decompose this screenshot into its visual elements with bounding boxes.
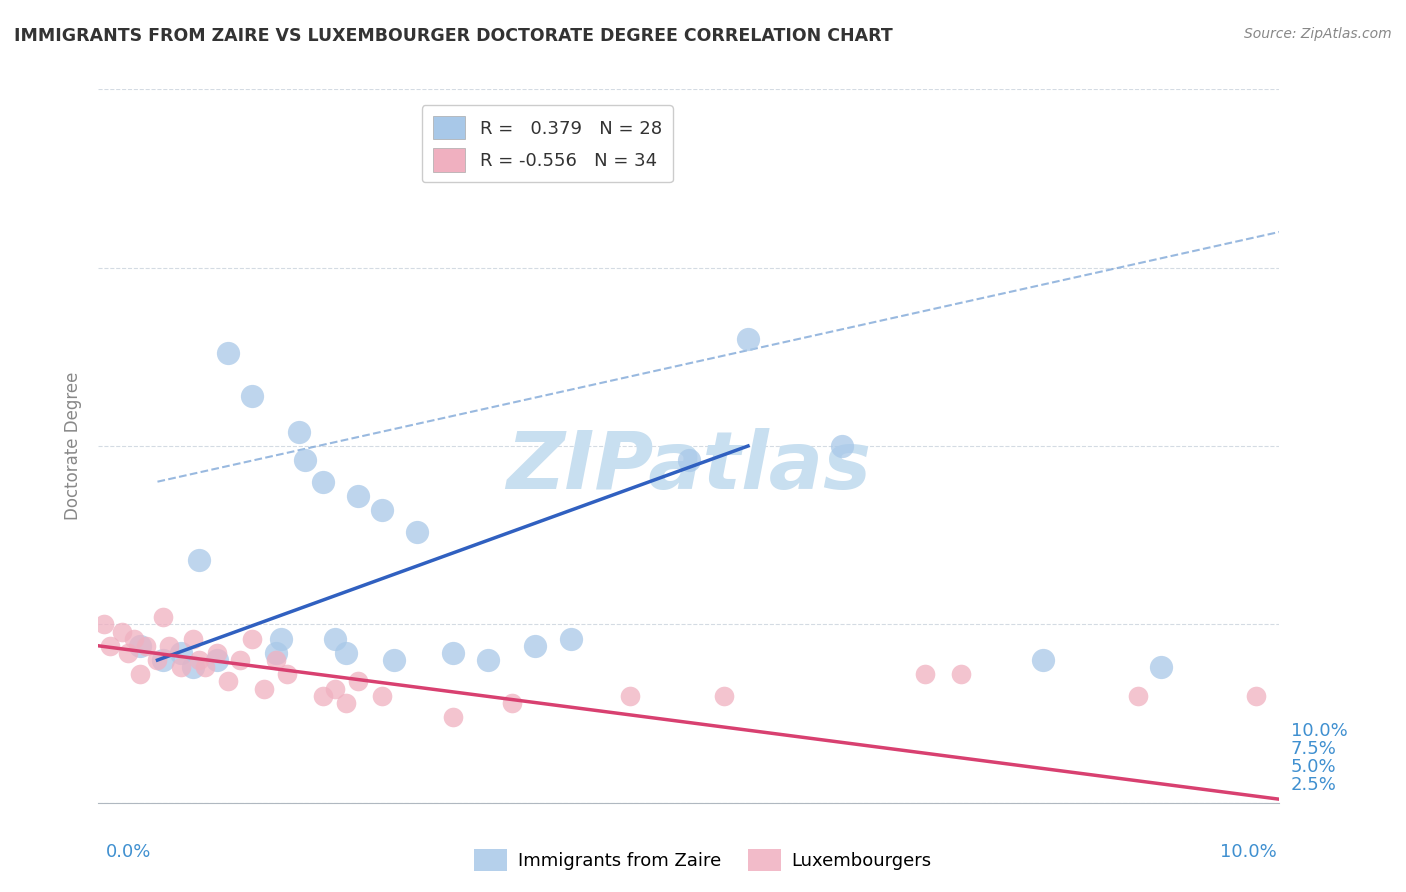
Point [949,667,972,681]
Point [560,632,582,646]
Point [181,632,204,646]
Y-axis label: Doctorate Degree: Doctorate Degree [65,372,83,520]
Point [194,660,217,674]
Legend: R =   0.379   N = 28, R = -0.556   N = 34: R = 0.379 N = 28, R = -0.556 N = 34 [422,105,672,183]
Point [312,475,335,489]
Point [253,681,276,696]
Point [170,660,193,674]
Text: 5.0%: 5.0% [1291,758,1336,776]
Point [122,632,145,646]
Point [831,439,853,453]
Point [441,646,464,660]
Point [146,653,169,667]
Text: 7.5%: 7.5% [1291,740,1337,758]
Text: 2.5%: 2.5% [1291,776,1337,794]
Point [477,653,499,667]
Point [737,332,759,346]
Point [98,639,121,653]
Point [187,653,209,667]
Point [323,632,346,646]
Point [371,689,394,703]
Point [240,632,263,646]
Point [240,389,263,403]
Point [335,646,357,660]
Legend: Immigrants from Zaire, Luxembourgers: Immigrants from Zaire, Luxembourgers [467,842,939,879]
Point [1032,653,1054,667]
Point [619,689,641,703]
Point [170,646,193,660]
Text: 10.0%: 10.0% [1220,843,1277,861]
Point [135,639,157,653]
Point [288,425,311,439]
Point [1126,689,1149,703]
Point [347,674,370,689]
Point [229,653,252,667]
Point [1244,689,1267,703]
Point [406,524,429,539]
Point [312,689,335,703]
Point [181,660,204,674]
Text: ZIPatlas: ZIPatlas [506,428,872,507]
Point [117,646,139,660]
Point [524,639,547,653]
Point [111,624,134,639]
Point [347,489,370,503]
Point [264,646,287,660]
Point [93,617,115,632]
Point [1150,660,1173,674]
Point [205,646,228,660]
Point [441,710,464,724]
Point [128,639,150,653]
Point [128,667,150,681]
Point [713,689,735,703]
Point [914,667,936,681]
Point [371,503,394,517]
Text: 10.0%: 10.0% [1291,723,1347,740]
Text: Source: ZipAtlas.com: Source: ZipAtlas.com [1244,27,1392,41]
Point [264,653,287,667]
Point [157,639,180,653]
Point [217,346,239,360]
Point [217,674,239,689]
Point [323,681,346,696]
Point [276,667,298,681]
Point [187,553,209,567]
Point [152,653,174,667]
Point [205,653,228,667]
Point [270,632,292,646]
Text: 0.0%: 0.0% [105,843,150,861]
Point [382,653,405,667]
Point [294,453,316,467]
Point [152,610,174,624]
Point [678,453,700,467]
Point [501,696,523,710]
Text: IMMIGRANTS FROM ZAIRE VS LUXEMBOURGER DOCTORATE DEGREE CORRELATION CHART: IMMIGRANTS FROM ZAIRE VS LUXEMBOURGER DO… [14,27,893,45]
Point [335,696,357,710]
